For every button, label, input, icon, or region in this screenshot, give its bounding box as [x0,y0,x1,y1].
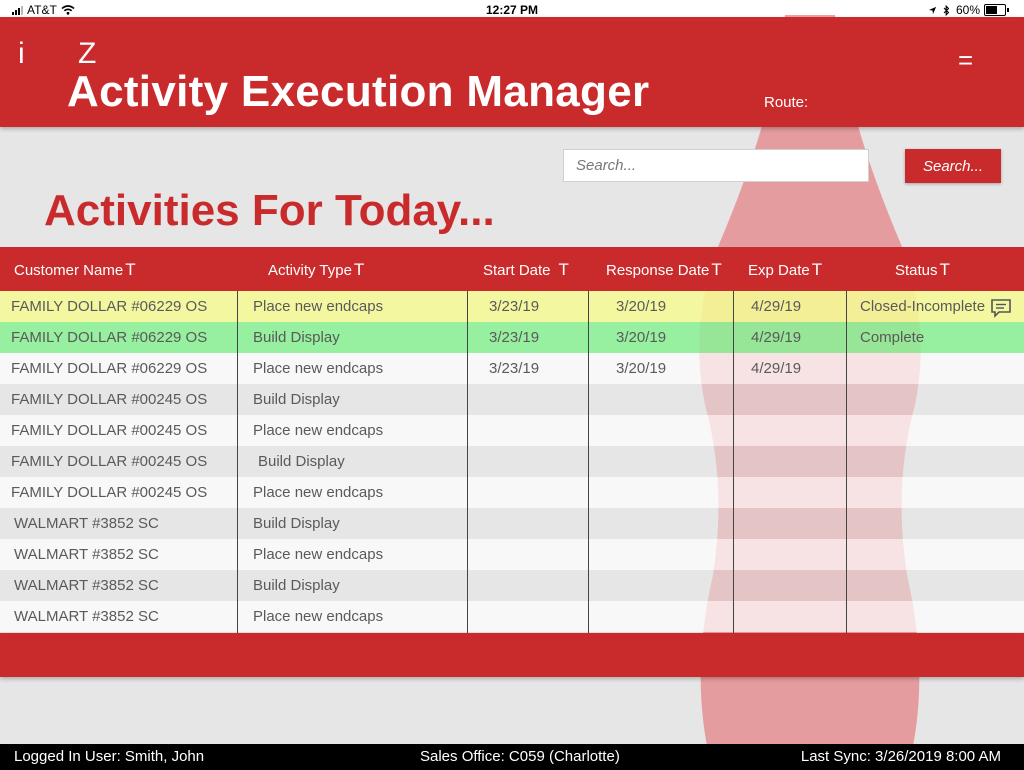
column-header-label: Customer Name [14,262,124,279]
filter-icon[interactable]: T [711,260,722,279]
table-row[interactable]: FAMILY DOLLAR #00245 OS Build Display [0,384,1024,415]
table-row[interactable]: FAMILY DOLLAR #00245 OS Build Display [0,446,1024,477]
cell-customer: WALMART #3852 SC [14,546,159,563]
cell-activity: Place new endcaps [253,298,384,315]
cell-status: Closed-Incomplete [860,298,986,315]
table-footer-bar [0,633,1024,677]
cell-activity: Build Display [253,391,340,408]
cell-activity: Place new endcaps [253,546,384,563]
column-header-label: Activity Type [268,262,352,279]
comment-icon[interactable] [990,298,1012,318]
z-icon[interactable]: Z [78,37,97,70]
table-row[interactable]: WALMART #3852 SC Build Display [0,508,1024,539]
column-header-start-date[interactable]: Start Date T [483,247,569,291]
menu-icon[interactable]: = [958,45,974,75]
carrier-label: AT&T [27,3,57,17]
column-header-label: Exp Date [748,262,810,279]
battery-percentage: 60% [955,3,980,17]
cell-activity: Place new endcaps [253,484,384,501]
filter-icon[interactable]: T [125,260,136,279]
cell-activity: Place new endcaps [253,422,384,439]
cell-exp: 4/29/19 [751,298,802,315]
filter-icon[interactable]: T [353,260,365,279]
table-header: Customer Name T Activity Type T Start Date… [0,247,1024,291]
filter-icon[interactable]: T [558,260,569,279]
column-header-status[interactable]: Status T [895,247,950,291]
column-divider [846,291,847,633]
bluetooth-icon [943,4,950,16]
cell-activity: Build Display [258,453,345,470]
cell-customer: FAMILY DOLLAR #00245 OS [11,422,208,439]
clock-time: 12:27 PM [485,3,539,17]
table-row[interactable]: WALMART #3852 SC Build Display [0,570,1024,601]
column-divider [588,291,589,633]
cell-activity: Build Display [253,329,340,346]
last-sync: Last Sync: 3/26/2019 8:00 AM [800,748,1001,765]
cell-response: 3/20/19 [616,329,667,346]
filter-icon[interactable]: T [939,260,950,279]
table-row[interactable]: FAMILY DOLLAR #00245 OS Place new endcaps [0,477,1024,508]
cell-customer: FAMILY DOLLAR #06229 OS [11,298,208,315]
cell-customer: FAMILY DOLLAR #00245 OS [11,484,208,501]
cell-activity: Build Display [253,515,340,532]
column-header-label: Start Date [483,262,551,279]
column-header-exp-date[interactable]: Exp Date T [748,247,822,291]
table-row[interactable]: WALMART #3852 SC Place new endcaps [0,601,1024,632]
cell-start: 3/23/19 [489,360,540,377]
app-header: i Z Activity Execution Manager Route: = [0,17,1024,127]
column-header-label: Response Date [606,262,710,279]
cell-start: 3/23/19 [489,329,540,346]
table-row[interactable]: FAMILY DOLLAR #06229 OS Place new endcaps… [0,291,1024,322]
column-header-activity-type[interactable]: Activity Type T [268,247,364,291]
cell-response: 3/20/19 [616,298,667,315]
location-arrow-icon [928,6,937,14]
cell-start: 3/23/19 [489,298,540,315]
cell-customer: FAMILY DOLLAR #06229 OS [11,329,208,346]
app-title: Activity Execution Manager [67,67,650,116]
cell-activity: Build Display [253,577,340,594]
app-footer: Logged In User: Smith, John Sales Office… [0,744,1024,770]
route-label: Route: [764,94,809,111]
column-header-customer-name[interactable]: Customer Name T [14,247,136,291]
cell-customer: FAMILY DOLLAR #00245 OS [11,391,208,408]
table-row[interactable]: FAMILY DOLLAR #06229 OS Place new endcaps… [0,353,1024,384]
cell-customer: WALMART #3852 SC [14,515,159,532]
cell-activity: Place new endcaps [253,360,384,377]
logged-in-user: Logged In User: Smith, John [14,748,205,765]
table-row[interactable]: FAMILY DOLLAR #00245 OS Place new endcaps [0,415,1024,446]
column-divider [237,291,238,633]
table-row[interactable]: FAMILY DOLLAR #06229 OS Build Display 3/23… [0,322,1024,353]
cell-customer: WALMART #3852 SC [14,608,159,625]
column-header-response-date[interactable]: Response Date T [606,247,722,291]
filter-icon[interactable]: T [811,260,823,279]
column-divider [467,291,468,633]
device-status-bar: AT&T 12:27 PM 60% [0,0,1024,18]
activity-table-body: FAMILY DOLLAR #06229 OS Place new endcaps… [0,291,1024,632]
cell-exp: 4/29/19 [751,329,802,346]
page-title: Activities For Today... [44,186,495,235]
table-row[interactable]: WALMART #3852 SC Place new endcaps [0,539,1024,570]
sales-office: Sales Office: C059 (Charlotte) [420,748,620,765]
battery-icon [984,4,1009,16]
column-header-label: Status [895,262,938,279]
cell-customer: FAMILY DOLLAR #00245 OS [11,453,208,470]
cell-exp: 4/29/19 [751,360,802,377]
cell-activity: Place new endcaps [253,608,384,625]
column-divider [733,291,734,633]
signal-strength-icon [12,5,23,15]
cell-customer: WALMART #3852 SC [14,577,159,594]
cell-response: 3/20/19 [616,360,667,377]
wifi-icon [61,5,75,15]
search-input[interactable] [563,149,869,182]
cell-status: Complete [860,329,925,346]
info-icon[interactable]: i [18,37,25,70]
cell-customer: FAMILY DOLLAR #06229 OS [11,360,208,377]
search-button[interactable]: Search... [905,149,1001,183]
